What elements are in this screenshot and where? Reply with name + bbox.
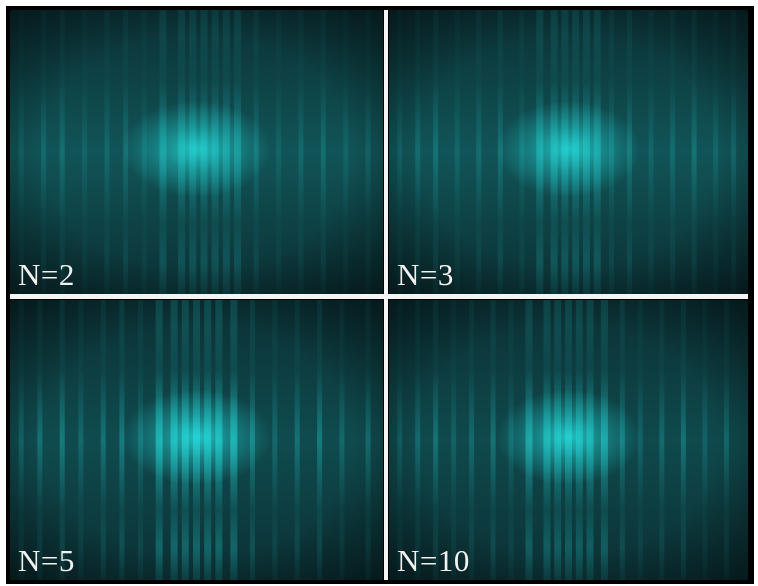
panel-label-n5: N=5	[18, 543, 75, 578]
panel-n2: N=2	[10, 10, 383, 294]
fringe-pattern-n3	[389, 10, 748, 294]
panel-label-n10: N=10	[397, 543, 470, 578]
vignette	[389, 10, 748, 294]
fringe-pattern-n2	[10, 10, 383, 294]
fringe-pattern-n5	[10, 300, 383, 580]
vignette	[389, 300, 748, 580]
vignette	[10, 10, 383, 294]
panel-label-n2: N=2	[18, 257, 75, 292]
panel-n5: N=5	[10, 300, 383, 580]
panel-label-n3: N=3	[397, 257, 454, 292]
interference-pattern-figure: N=2 N=3 N=5 N=10	[6, 6, 754, 584]
fringe-pattern-n10	[389, 300, 748, 580]
horizontal-divider	[10, 294, 748, 299]
vignette	[10, 300, 383, 580]
panel-n10: N=10	[389, 300, 748, 580]
panel-n3: N=3	[389, 10, 748, 294]
